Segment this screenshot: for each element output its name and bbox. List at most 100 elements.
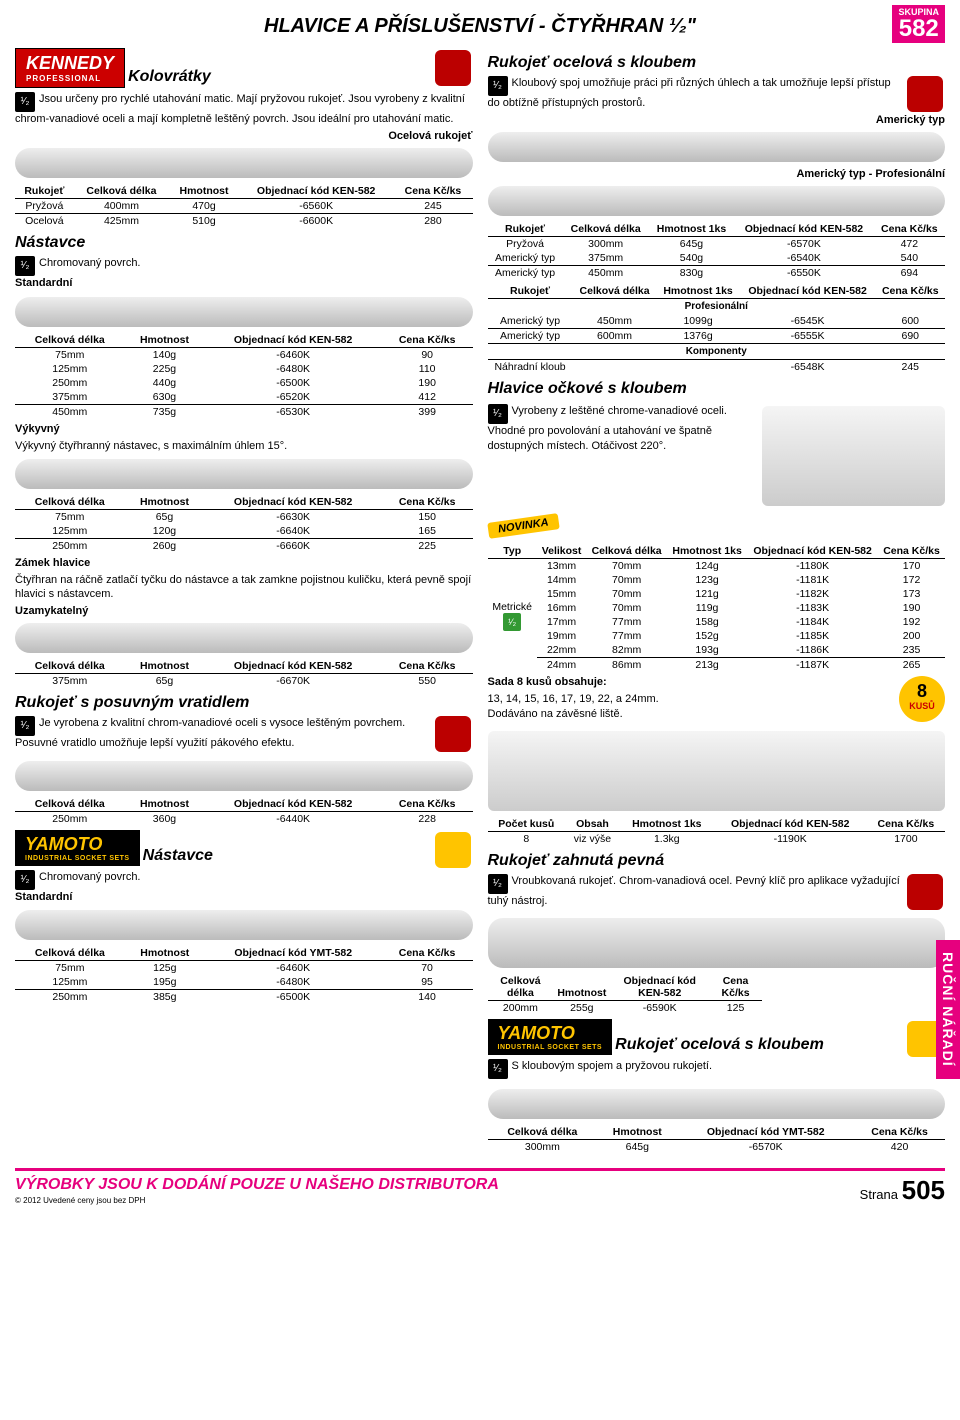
- vykyvny-image: [15, 459, 473, 489]
- sada-desc2: Dodáváno na závěsné liště.: [488, 708, 623, 720]
- table-row: 16mm70mm119g-1183K190: [488, 601, 946, 615]
- sada-table: Počet kusůObsahHmotnost 1ksObjednací kód…: [488, 817, 946, 846]
- table-row: 17mm77mm158g-1184K192: [488, 615, 946, 629]
- yamoto-rukojet-title: Rukojeť ocelová s kloubem: [615, 1036, 824, 1053]
- sada-desc: 13, 14, 15, 16, 17, 19, 22, a 24mm.: [488, 693, 659, 705]
- table-row: 75mm125g-6460K70: [15, 961, 473, 976]
- kolovratky-table: RukojeťCelková délkaHmotnostObjednací kó…: [15, 184, 473, 228]
- nastavce-image: [15, 297, 473, 327]
- table-row: 14mm70mm123g-1181K172: [488, 573, 946, 587]
- table-row: 375mm630g-6520K412: [15, 390, 473, 405]
- footer-copyright: © 2012 Uvedené ceny jsou bez DPH: [15, 1196, 145, 1205]
- left-column: KENNEDYPROFESSIONAL Kolovrátky ¹⁄₂Jsou u…: [15, 48, 473, 1158]
- posuv-title: Rukojeť s posuvným vratidlem: [15, 694, 473, 712]
- rukojet-table2: RukojeťCelková délkaHmotnost 1ksObjednac…: [488, 284, 946, 374]
- side-tab: RUČNÍ NÁŘADÍ: [936, 940, 960, 1079]
- americky-prof-label: Americký typ - Profesionální: [488, 168, 946, 180]
- kolovratky-image: [15, 148, 473, 178]
- table-row: Americký typ450mm1099g-6545K600: [488, 314, 946, 329]
- table-row: Metrické¹⁄₂13mm70mm124g-1180K170: [488, 559, 946, 574]
- yamoto-nastavce-desc: ¹⁄₂Chromovaný povrch.Standardní: [15, 870, 473, 904]
- table-row: 250mm385g-6500K140: [15, 990, 473, 1005]
- yamoto-nastavce-image: [15, 910, 473, 940]
- right-column: Rukojeť ocelová s kloubem ¹⁄₂Kloubový sp…: [488, 48, 946, 1158]
- posuv-table: Celková délkaHmotnostObjednací kód KEN-5…: [15, 797, 473, 826]
- footer-text: VÝROBKY JSOU K DODÁNÍ POUZE U NAŠEHO DIS…: [15, 1176, 499, 1193]
- skupina-number: 582: [899, 15, 939, 42]
- zahnuta-title: Rukojeť zahnutá pevná: [488, 852, 946, 870]
- product-icon: [435, 832, 471, 868]
- vykyvny-desc: Výkyvný čtyřhranný nástavec, s maximální…: [15, 439, 473, 453]
- table-row: 125mm195g-6480K95: [15, 975, 473, 990]
- ockove-table: TypVelikostCelková délkaHmotnost 1ksObje…: [488, 544, 946, 672]
- nastavce-title: Nástavce: [15, 234, 473, 252]
- rukojet-image2: [488, 186, 946, 216]
- sada-title: Sada 8 kusů obsahuje:: [488, 676, 607, 688]
- zamek-desc: Čtyřhran na ráčně zatlačí tyčku do násta…: [15, 573, 473, 602]
- yamoto-nastavce-table: Celková délkaHmotnostObjednací kód YMT-5…: [15, 946, 473, 1004]
- product-icon: [435, 50, 471, 86]
- ockove-title: Hlavice očkové s kloubem: [488, 380, 946, 398]
- table-row: 250mm360g-6440K228: [15, 811, 473, 826]
- table-row: 375mm65g-6670K550: [15, 674, 473, 689]
- table-row: 250mm260g-6660K225: [15, 538, 473, 553]
- kolovratky-title: Kolovrátky: [128, 68, 211, 85]
- uzamykatelny-label: Uzamykatelný: [15, 605, 88, 617]
- table-row: 22mm82mm193g-1186K235: [488, 643, 946, 658]
- table-row: 250mm440g-6500K190: [15, 376, 473, 390]
- zahnuta-table: Celková délkaHmotnostObjednací kód KEN-5…: [488, 974, 763, 1015]
- posuv-desc: ¹⁄₂Je vyrobena z kvalitní chrom-vanadiov…: [15, 716, 473, 750]
- rukojet-image1: [488, 132, 946, 162]
- zamek-title: Zámek hlavice: [15, 557, 90, 569]
- sada-image: [488, 731, 946, 811]
- yamoto-rukojet-table: Celková délkaHmotnostObjednací kód YMT-5…: [488, 1125, 946, 1154]
- yamoto-logo: YAMOTOINDUSTRIAL SOCKET SETS: [15, 830, 140, 866]
- ocelova-label: Ocelová rukojeť: [15, 130, 473, 142]
- novinka-badge: NOVINKA: [487, 513, 559, 539]
- table-row: 200mm255g-6590K125: [488, 1001, 763, 1016]
- kennedy-logo: KENNEDYPROFESSIONAL: [15, 48, 125, 88]
- table-row: Pryžová400mm470g-6560K245: [15, 199, 473, 214]
- table-row: 125mm120g-6640K165: [15, 524, 473, 539]
- page-title: HLAVICE A PŘÍSLUŠENSTVÍ - ČTYŘHRAN ¹⁄₂": [15, 15, 945, 38]
- table-row: Ocelová425mm510g-6600K280: [15, 214, 473, 229]
- table-row: Americký typ375mm540g-6540K540: [488, 251, 946, 266]
- table-row: 24mm86mm213g-1187K265: [488, 658, 946, 673]
- table-row: 450mm735g-6530K399: [15, 404, 473, 419]
- kusu-badge: 8KUSŮ: [899, 676, 945, 722]
- table-row: 15mm70mm121g-1182K173: [488, 587, 946, 601]
- posuv-image: [15, 761, 473, 791]
- table-row: 300mm645g-6570K420: [488, 1140, 946, 1155]
- table-row: Pryžová300mm645g-6570K472: [488, 237, 946, 252]
- vykyvny-table: Celková délkaHmotnostObjednací kód KEN-5…: [15, 495, 473, 553]
- nastavce-table: Celková délkaHmotnostObjednací kód KEN-5…: [15, 333, 473, 419]
- zamek-table: Celková délkaHmotnostObjednací kód KEN-5…: [15, 659, 473, 688]
- table-row: 75mm140g-6460K90: [15, 347, 473, 362]
- product-icon: [907, 76, 943, 112]
- vykyvny-title: Výkyvný: [15, 423, 60, 435]
- rukojet-desc: ¹⁄₂Kloubový spoj umožňuje práci při různ…: [488, 76, 946, 110]
- rukojet-table1: RukojeťCelková délkaHmotnost 1ksObjednac…: [488, 222, 946, 280]
- yamoto-rukojet-image: [488, 1089, 946, 1119]
- table-row: 8viz výše1.3kg-1190K1700: [488, 831, 946, 846]
- product-icon: [907, 874, 943, 910]
- zahnuta-desc: ¹⁄₂Vroubkovaná rukojeť. Chrom-vanadiová …: [488, 874, 946, 908]
- ockove-desc: ¹⁄₂Vyrobeny z leštěné chrome-vanadiové o…: [488, 404, 740, 453]
- half-inch-icon: ¹⁄₂: [15, 92, 35, 112]
- yamoto-logo: YAMOTOINDUSTRIAL SOCKET SETS: [488, 1019, 613, 1055]
- yamoto-nastavce-title: Nástavce: [143, 847, 213, 864]
- yamoto-rukojet-desc: ¹⁄₂S kloubovým spojem a pryžovou rukojet…: [488, 1059, 946, 1079]
- kolovratky-desc: ¹⁄₂Jsou určeny pro rychlé utahování mati…: [15, 92, 473, 126]
- rukojet-title: Rukojeť ocelová s kloubem: [488, 54, 946, 72]
- zamek-image: [15, 623, 473, 653]
- table-row: Náhradní kloub-6548K245: [488, 360, 946, 375]
- table-row: Americký typ600mm1376g-6555K690: [488, 329, 946, 344]
- table-row: 19mm77mm152g-1185K200: [488, 629, 946, 643]
- table-row: 125mm225g-6480K110: [15, 362, 473, 376]
- footer: VÝROBKY JSOU K DODÁNÍ POUZE U NAŠEHO DIS…: [15, 1168, 945, 1206]
- zahnuta-image: [488, 918, 946, 968]
- nastavce-desc: ¹⁄₂Chromovaný povrch.Standardní: [15, 256, 473, 290]
- page-number: Strana 505: [860, 1175, 945, 1206]
- table-row: Americký typ450mm830g-6550K694: [488, 266, 946, 281]
- table-row: 75mm65g-6630K150: [15, 509, 473, 524]
